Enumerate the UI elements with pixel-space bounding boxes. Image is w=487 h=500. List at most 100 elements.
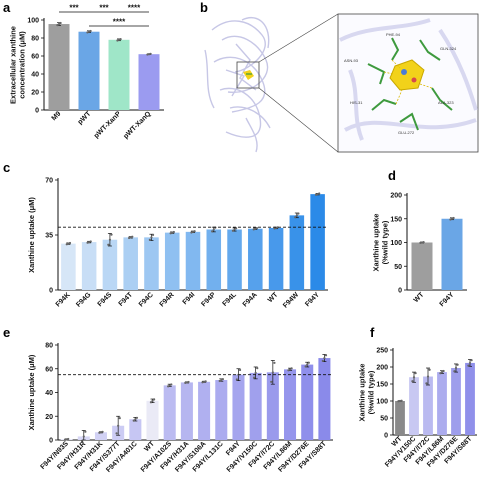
data-point-e [187,380,190,384]
data-point-f [426,375,430,378]
data-point-c [318,192,321,195]
y-tick-label-e: 80 [45,343,53,350]
xanthine-ligand [389,59,425,91]
y-tick-label-e: 0 [49,438,53,445]
y-axis-label-e: Xanthine uptake (μM) [27,354,36,430]
bar-f [451,368,461,435]
data-point-e [220,378,223,382]
residue-label-gln324: GLN-324 [440,46,457,51]
data-point-c [68,241,72,245]
data-point-c [151,233,155,236]
data-point-e [135,416,139,419]
y-tick-label-f: 250 [376,348,388,355]
data-point-e [256,367,259,370]
x-tick-label-c: F94S [97,291,114,308]
y-tick-label-a: 20 [31,90,39,97]
bar-c [310,194,325,290]
bar-e [318,358,331,440]
data-point-f [425,382,428,385]
y-tick-label-d: 0 [398,288,402,295]
data-point-c [150,236,153,239]
data-point-a [89,29,92,33]
data-point-f [442,369,445,373]
data-point-a [57,22,61,26]
hydrogen-bonds [383,59,433,105]
ligand-site-overview [243,70,254,80]
protein-ribbon-overview [204,17,271,153]
x-tick-label-c: F94C [138,291,155,308]
bar-c [144,237,159,290]
y-axis-label-line: Xanthine uptake (μM) [27,354,36,430]
x-tick-label-a: pWT [77,110,93,126]
y-tick-label-a: 100 [27,18,39,25]
bar-e [249,372,262,440]
bar-e [284,369,297,440]
y-tick-label-f: 200 [376,365,388,372]
panel-label-c: c [3,160,10,175]
x-tick-label-c: F94G [75,291,93,309]
y-tick-label-c: 0 [49,288,53,295]
data-point-c [255,226,259,230]
x-tick-label-c: F94P [200,291,217,308]
bar-f [409,377,419,435]
data-point-e [82,435,85,438]
data-point-e [170,383,173,386]
data-point-e [101,430,104,433]
data-point-c [172,230,175,234]
data-point-a [119,37,122,41]
x-tick-label-c: F94W [282,291,300,309]
data-point-e [167,385,170,388]
data-point-e [304,365,307,368]
residue-label-ala323: ALA-323 [438,100,454,105]
data-point-f [412,376,416,379]
x-tick-label-d: WT [413,291,426,304]
bar-f [423,376,433,435]
y-tick-label-f: 150 [376,382,388,389]
y-axis-label-f: Xanthine uptake(%wild type) [358,364,376,422]
data-point-f [467,364,470,367]
data-point-c [297,212,300,215]
panel-label-d: d [388,168,396,183]
x-tick-label-a: pWT-XanQ [122,110,152,140]
bar-e [232,374,245,440]
residue-label-asn93: ASN-93 [344,58,359,63]
data-point-a [56,24,59,27]
y-tick-label-f: 50 [380,416,388,423]
data-point-c [294,216,297,219]
data-point-f [439,372,442,375]
data-point-e [252,376,256,379]
y-tick-label-e: 20 [45,414,53,421]
bar-d [441,218,463,290]
data-point-e [288,368,292,371]
significance-label: *** [99,4,109,13]
bar-e [198,381,211,440]
x-tick-label-c: WT [267,291,280,304]
chart-f: 0 50 100 150 200 250 Xanthine uptake(%wild typ… [358,348,477,469]
data-point-f [428,368,431,371]
bar-a [138,54,160,110]
y-tick-label-d: 150 [390,216,402,223]
y-axis-label-a: Extracellular xanthineconcentration (μM) [9,26,27,104]
data-point-f [456,363,459,366]
bar-c [268,227,284,290]
data-point-e [151,399,154,402]
y-tick-label-a: 0 [35,108,39,115]
bar-e [163,385,176,440]
x-tick-label-c: F94Y [304,291,321,308]
data-point-e [84,430,87,433]
y-tick-label-d: 200 [390,193,402,200]
data-point-e [290,367,293,370]
chart-d: 0 50 100 150 200 Xanthine uptake(%wild type) W… [372,193,467,308]
bar-c [289,215,305,290]
data-point-f [440,371,444,374]
y-tick-label-a: 40 [31,72,39,79]
data-point-e [324,354,328,357]
data-point-f [470,359,473,362]
y-tick-label-d: 100 [390,240,402,247]
zoom-ribbons [339,18,478,141]
y-tick-label-c: 70 [45,178,53,185]
data-point-f [454,366,458,370]
data-point-d [452,216,455,220]
